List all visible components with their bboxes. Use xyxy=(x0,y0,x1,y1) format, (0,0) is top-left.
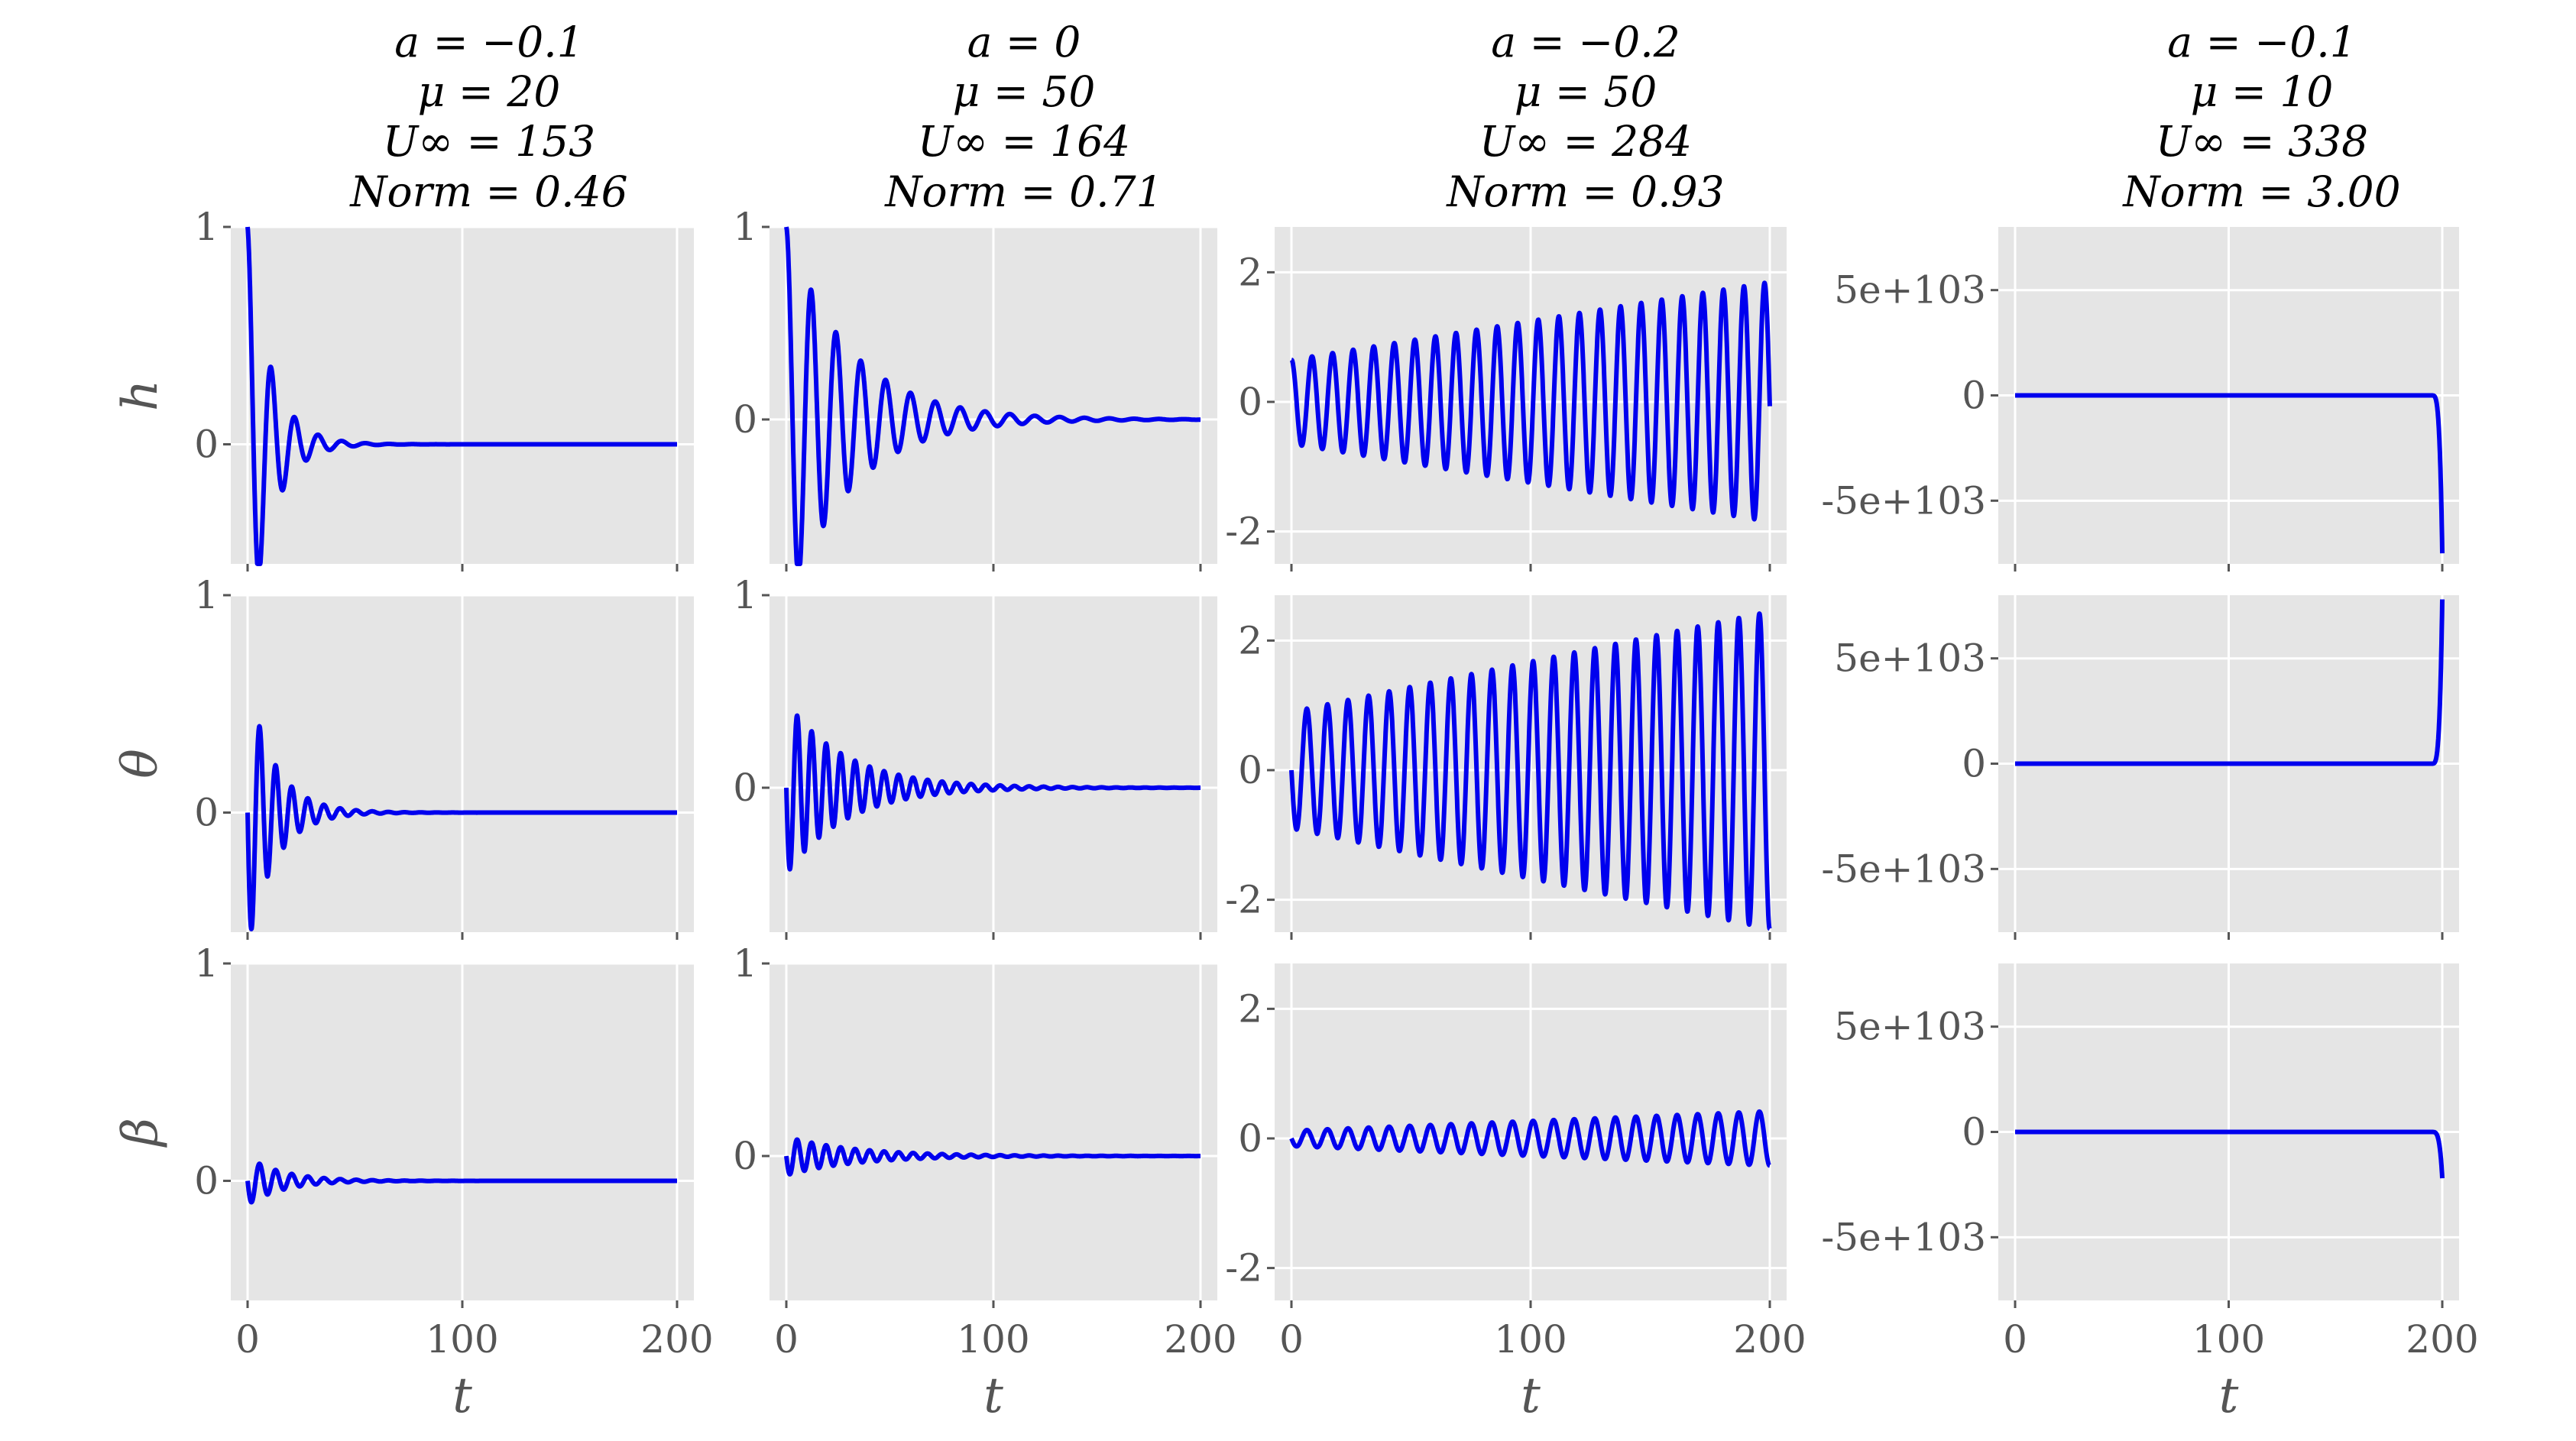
series-line xyxy=(1289,280,1772,522)
x-tick-label: 0 xyxy=(2003,1317,2027,1362)
y-tick-label: 5e+103 xyxy=(1834,636,1986,681)
x-axis-label: t xyxy=(2219,1368,2239,1424)
y-tick-label: 0 xyxy=(1962,742,1986,786)
column-title-line: Norm = 0.71 xyxy=(883,167,1162,216)
x-tick-label: 200 xyxy=(1164,1317,1236,1362)
x-tick-label: 200 xyxy=(640,1317,713,1362)
column-title-line: U∞ = 153 xyxy=(383,117,595,166)
row-label: β xyxy=(112,1118,169,1148)
subplot: 2 0 -2 xyxy=(1225,963,1787,1308)
subplot: 10 xyxy=(194,941,694,1308)
series-line xyxy=(245,226,679,566)
column-title-line: Norm = 3.00 xyxy=(2121,167,2400,216)
column-title-line: μ = 20 xyxy=(418,67,561,116)
series-line xyxy=(1289,611,1772,931)
series-line xyxy=(2013,599,2445,766)
y-tick-label: 2 xyxy=(1238,250,1262,294)
y-tick-label: -2 xyxy=(1225,1246,1262,1290)
row-label: h xyxy=(112,380,169,411)
x-axis-label: t xyxy=(983,1368,1003,1424)
y-tick-label: 1 xyxy=(733,941,757,986)
column-title-line: a = 0 xyxy=(967,18,1081,66)
y-tick-label: 0 xyxy=(1962,1110,1986,1154)
subplot: 2 0 -2 xyxy=(1225,595,1787,940)
x-axis-label: t xyxy=(1521,1368,1541,1424)
y-tick-label: 0 xyxy=(733,397,757,442)
y-tick-label: 2 xyxy=(1238,618,1262,662)
subplot: 10 xyxy=(733,941,1217,1308)
y-tick-label: 0 xyxy=(194,791,219,835)
y-tick-label: -5e+103 xyxy=(1821,1215,1986,1259)
column-title-line: Norm = 0.46 xyxy=(348,167,627,216)
column-title-line: a = −0.2 xyxy=(1491,18,1680,66)
y-tick-label: 2 xyxy=(1238,986,1262,1031)
row-label: θ xyxy=(112,749,169,779)
subplot: 10 xyxy=(194,205,694,572)
x-tick-label: 100 xyxy=(426,1317,498,1362)
y-tick-label: 1 xyxy=(733,573,757,617)
column-title-line: Norm = 0.93 xyxy=(1445,167,1724,216)
y-tick-label: 5e+103 xyxy=(1834,1005,1986,1049)
series-line xyxy=(245,1161,679,1205)
y-tick-label: -5e+103 xyxy=(1821,847,1986,891)
y-tick-label: 0 xyxy=(194,1159,219,1203)
y-tick-label: 0 xyxy=(733,766,757,810)
y-tick-label: 5e+103 xyxy=(1834,268,1986,312)
column-title-line: U∞ = 164 xyxy=(918,117,1130,166)
series-line xyxy=(245,724,679,931)
y-tick-label: 0 xyxy=(194,423,219,467)
x-axis-label: t xyxy=(452,1368,472,1424)
x-tick-label: 0 xyxy=(235,1317,260,1362)
y-tick-label: 0 xyxy=(1962,374,1986,418)
y-tick-label: 1 xyxy=(194,573,219,617)
series-line xyxy=(784,713,1203,872)
series-line xyxy=(2013,1129,2445,1179)
y-tick-label: 0 xyxy=(1238,380,1262,424)
column-title-line: a = −0.1 xyxy=(394,18,583,66)
subplot: 2 0 -2 xyxy=(1225,227,1787,572)
y-tick-label: 1 xyxy=(194,941,219,986)
subplot: 5e+103 0 -5e+103 xyxy=(1821,595,2459,940)
y-tick-label: -2 xyxy=(1225,510,1262,554)
y-tick-label: -2 xyxy=(1225,878,1262,922)
series-line xyxy=(784,225,1203,566)
series-line xyxy=(1289,1109,1772,1168)
subplot: 10 xyxy=(194,573,694,940)
x-tick-label: 100 xyxy=(957,1317,1029,1362)
column-title-line: μ = 10 xyxy=(2191,67,2334,116)
column-title-line: μ = 50 xyxy=(953,67,1096,116)
x-tick-label: 0 xyxy=(774,1317,799,1362)
x-tick-label: 200 xyxy=(2406,1317,2478,1362)
subplot: 5e+103 0 -5e+103 xyxy=(1821,963,2459,1308)
x-tick-label: 200 xyxy=(1733,1317,1806,1362)
x-tick-label: 0 xyxy=(1279,1317,1304,1362)
series-line xyxy=(2013,393,2445,554)
y-tick-label: 0 xyxy=(1238,748,1262,792)
y-tick-label: -5e+103 xyxy=(1821,478,1986,523)
subplot: 10 xyxy=(733,205,1217,572)
column-title-line: U∞ = 338 xyxy=(2156,117,2368,166)
y-tick-label: 1 xyxy=(194,205,219,249)
y-tick-label: 0 xyxy=(1238,1116,1262,1161)
series-line xyxy=(784,1137,1203,1177)
subplot: 5e+103 0 -5e+103 xyxy=(1821,227,2459,572)
y-tick-label: 0 xyxy=(733,1134,757,1178)
x-tick-label: 100 xyxy=(1494,1317,1567,1362)
y-tick-label: 1 xyxy=(733,205,757,249)
column-title-line: a = −0.1 xyxy=(2167,18,2356,66)
column-title-line: U∞ = 284 xyxy=(1479,117,1692,166)
column-title-line: μ = 50 xyxy=(1515,67,1657,116)
subplot: 10 xyxy=(733,573,1217,940)
x-tick-label: 100 xyxy=(2192,1317,2265,1362)
